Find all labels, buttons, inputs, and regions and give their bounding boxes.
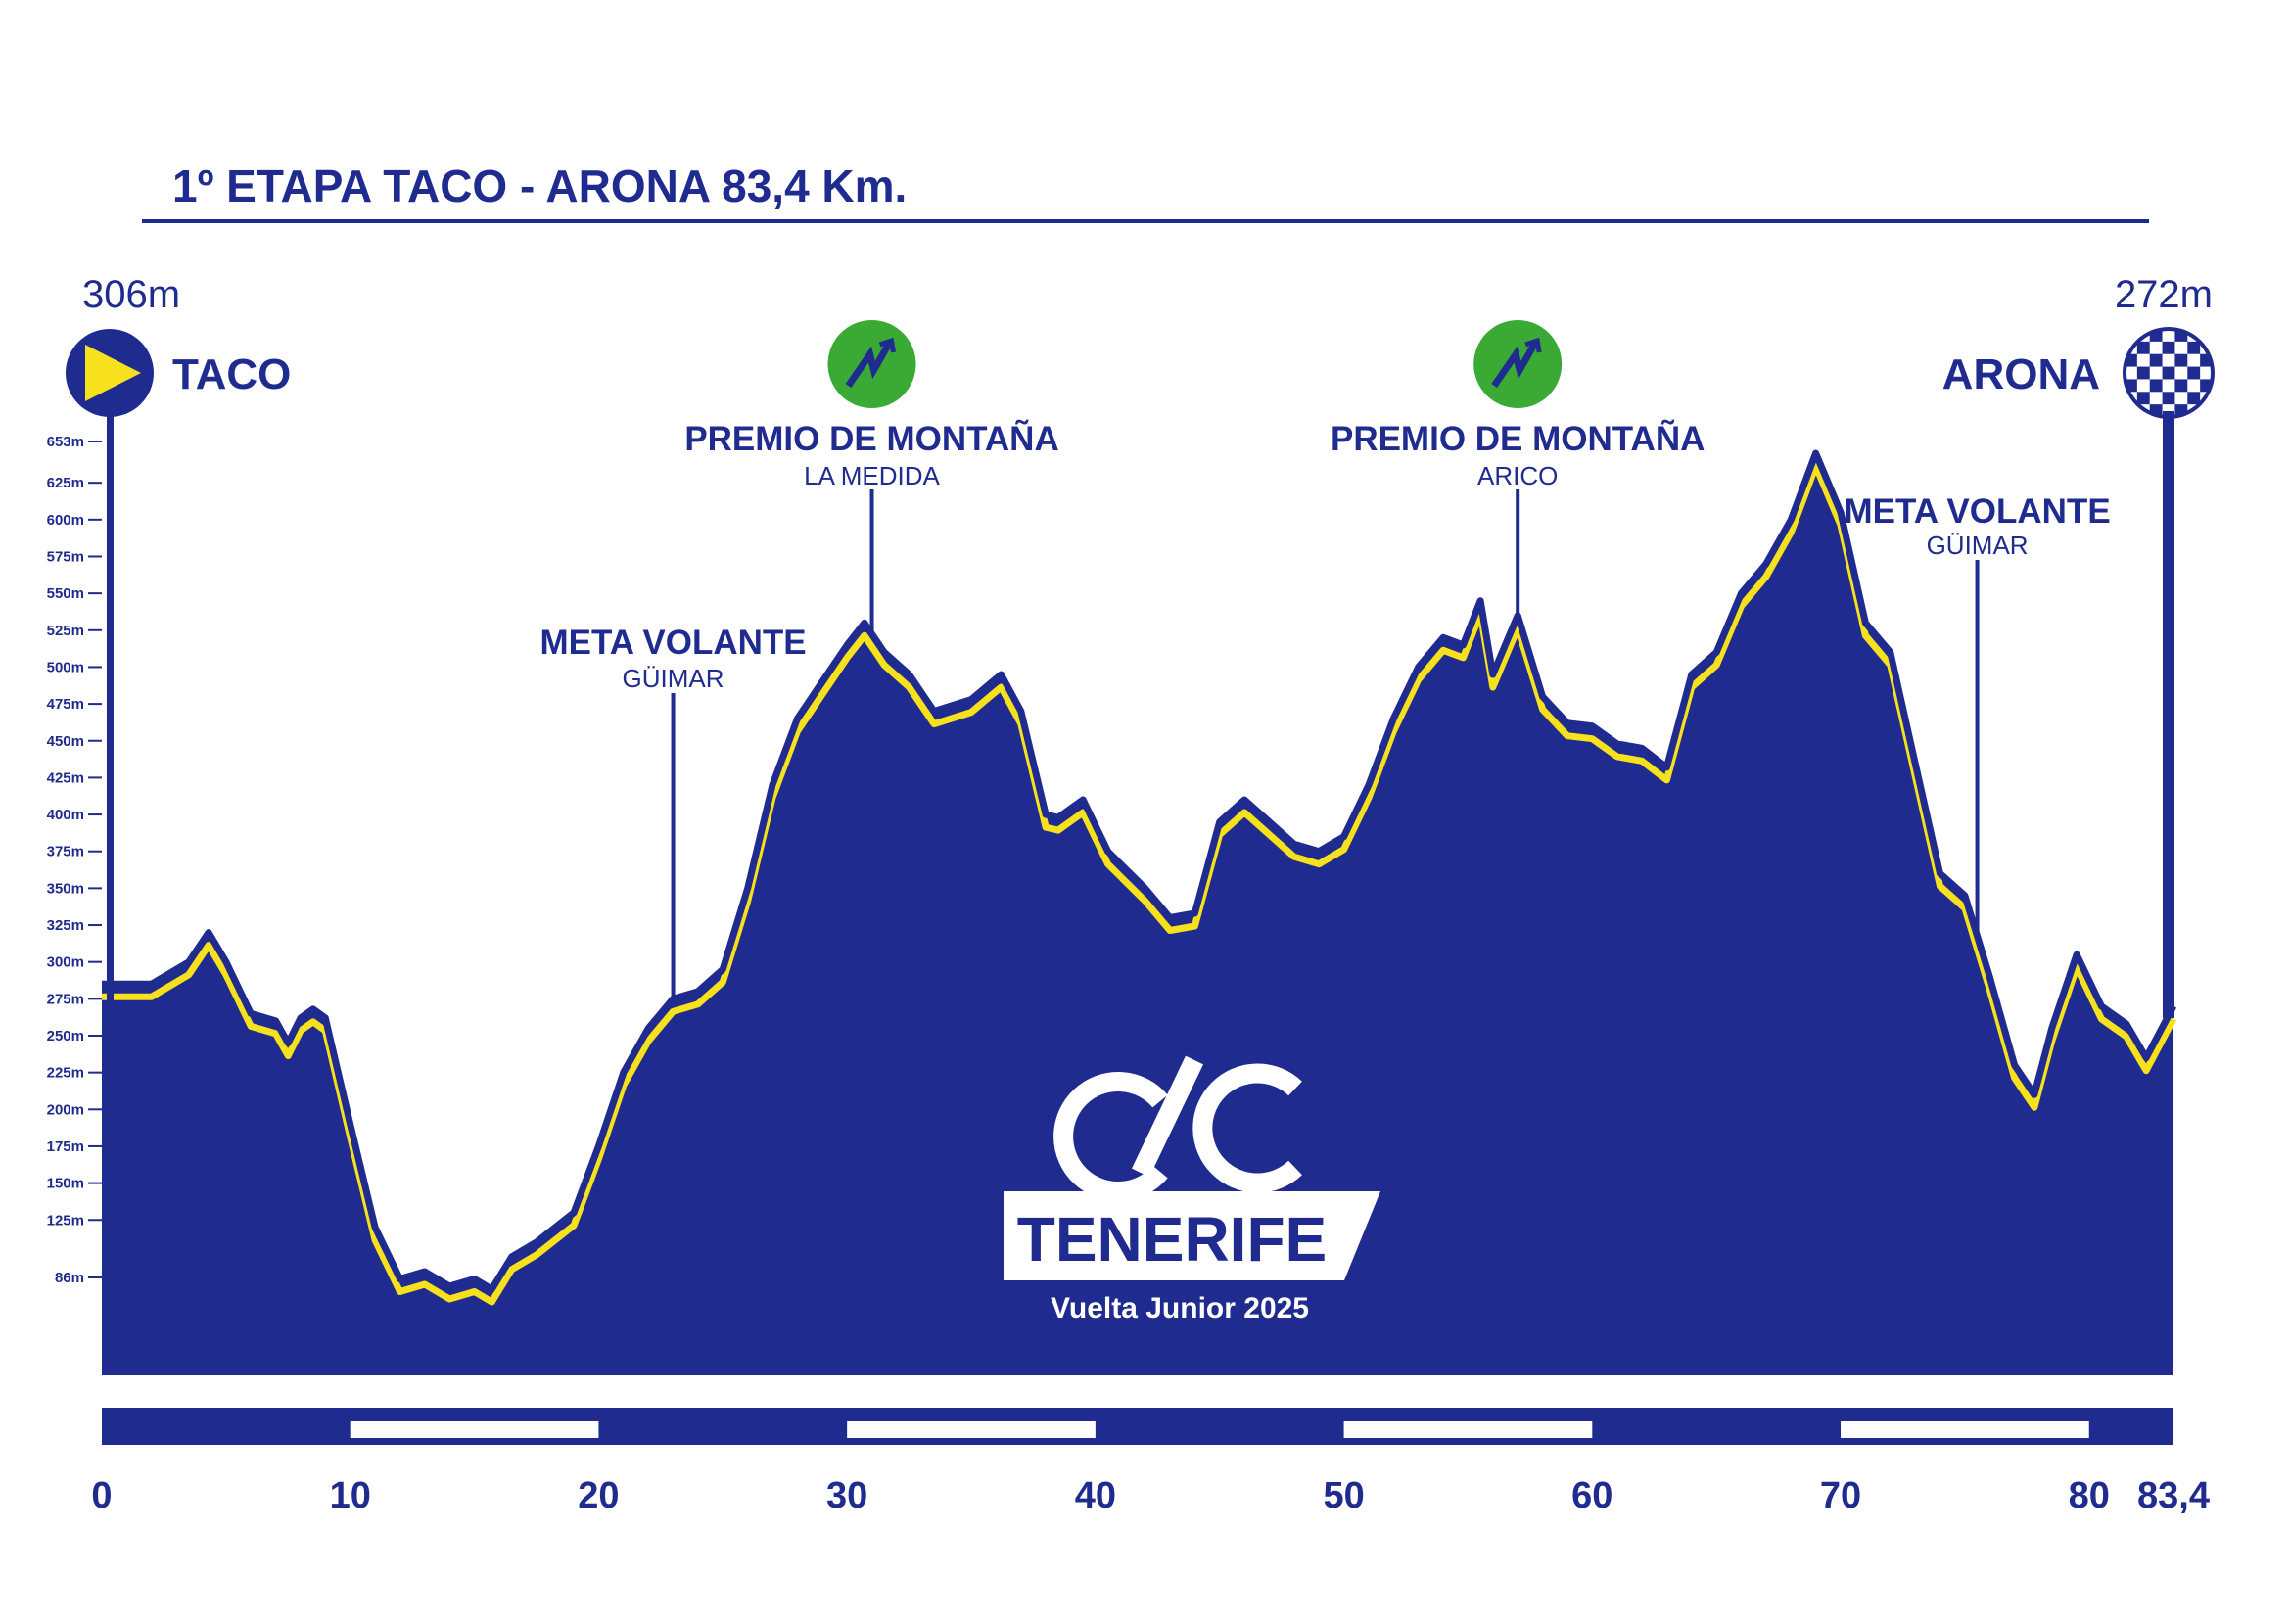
annotation-subtitle: ARICO	[1477, 461, 1558, 490]
elevation-line-yellow	[102, 462, 2177, 1306]
annotation-subtitle: LA MEDIDA	[804, 461, 940, 490]
y-tick-label: 653m	[47, 434, 84, 450]
start-altitude: 306m	[82, 273, 180, 316]
finish-post	[2163, 411, 2174, 1018]
distance-bar-segment	[847, 1421, 1096, 1438]
y-tick-label: 250m	[47, 1028, 84, 1044]
annotation-title: PREMIO DE MONTAÑA	[684, 420, 1058, 458]
x-tick-label: 70	[1820, 1475, 1861, 1516]
y-tick-label: 86m	[55, 1270, 84, 1286]
y-axis: 653m 625m 600m 575m 550m 525m 500m 475m 450m 425m…	[47, 434, 102, 1286]
y-tick-label: 475m	[47, 696, 84, 713]
x-axis: 0 10 20 30 40 50 60 70 80 83,4	[91, 1421, 2210, 1516]
y-tick-label: 525m	[47, 623, 84, 639]
logo-subtitle: Vuelta Junior 2025	[1051, 1292, 1309, 1324]
y-tick-label: 225m	[47, 1065, 84, 1082]
finish-name: ARONA	[1942, 350, 2100, 398]
annotation-title: META VOLANTE	[1844, 492, 2110, 531]
y-tick-label: 425m	[47, 769, 84, 786]
y-tick-label: 600m	[47, 512, 84, 529]
y-tick-label: 550m	[47, 585, 84, 602]
start-post	[107, 411, 114, 1018]
logo-brand: TENERIFE	[1017, 1204, 1327, 1275]
tenerife-logo: TENERIFE Vuelta Junior 2025	[1004, 1055, 1380, 1324]
elevation-line-edge	[102, 449, 2177, 1293]
start-play-icon	[85, 345, 141, 401]
annotation-2: PREMIO DE MONTAÑA ARICO	[1331, 320, 1705, 616]
stage-title: 1º ETAPA TACO - ARONA 83,4 Km.	[172, 161, 907, 211]
x-tick-label: 20	[578, 1475, 619, 1516]
mountain-icon	[827, 320, 916, 408]
y-tick-label: 300m	[47, 954, 84, 971]
x-tick-label: 83,4	[2137, 1475, 2210, 1516]
x-tick-label: 50	[1323, 1475, 1364, 1516]
y-tick-label: 275m	[47, 991, 84, 1007]
logo-banner	[1004, 1191, 1380, 1280]
x-tick-label: 60	[1571, 1475, 1612, 1516]
cyc-logo-icon	[1053, 1055, 1302, 1201]
y-tick-label: 375m	[47, 844, 84, 860]
x-tick-label: 10	[330, 1475, 371, 1516]
y-tick-label: 500m	[47, 659, 84, 675]
y-tick-label: 350m	[47, 880, 84, 897]
y-tick-label: 125m	[47, 1212, 84, 1229]
start-name: TACO	[172, 350, 291, 398]
annotation-subtitle: GÜIMAR	[623, 664, 724, 693]
distance-bar-segment	[350, 1421, 599, 1438]
distance-bar-segment	[1841, 1421, 2089, 1438]
title-rule	[142, 219, 2149, 223]
finish-altitude: 272m	[2115, 273, 2213, 316]
distance-bar-segment	[1343, 1421, 1593, 1438]
elevation-area	[102, 453, 2173, 1375]
y-tick-label: 200m	[47, 1101, 84, 1118]
x-tick-label: 30	[826, 1475, 867, 1516]
x-tick-label: 80	[2069, 1475, 2110, 1516]
annotation-title: META VOLANTE	[539, 624, 806, 662]
y-tick-label: 625m	[47, 475, 84, 491]
y-tick-label: 175m	[47, 1138, 84, 1155]
annotation-title: PREMIO DE MONTAÑA	[1331, 420, 1705, 458]
annotation-1: PREMIO DE MONTAÑA LA MEDIDA	[684, 320, 1059, 634]
finish-checkered-icon	[2123, 327, 2215, 419]
x-tick-label: 40	[1075, 1475, 1116, 1516]
annotation-subtitle: GÜIMAR	[1927, 531, 2029, 560]
y-tick-label: 325m	[47, 917, 84, 934]
mountain-icon	[1473, 320, 1563, 408]
x-tick-label: 0	[91, 1475, 112, 1516]
y-tick-label: 575m	[47, 548, 84, 565]
start-marker	[66, 329, 154, 417]
y-tick-label: 400m	[47, 807, 84, 823]
y-tick-label: 150m	[47, 1176, 84, 1192]
y-tick-label: 450m	[47, 733, 84, 750]
